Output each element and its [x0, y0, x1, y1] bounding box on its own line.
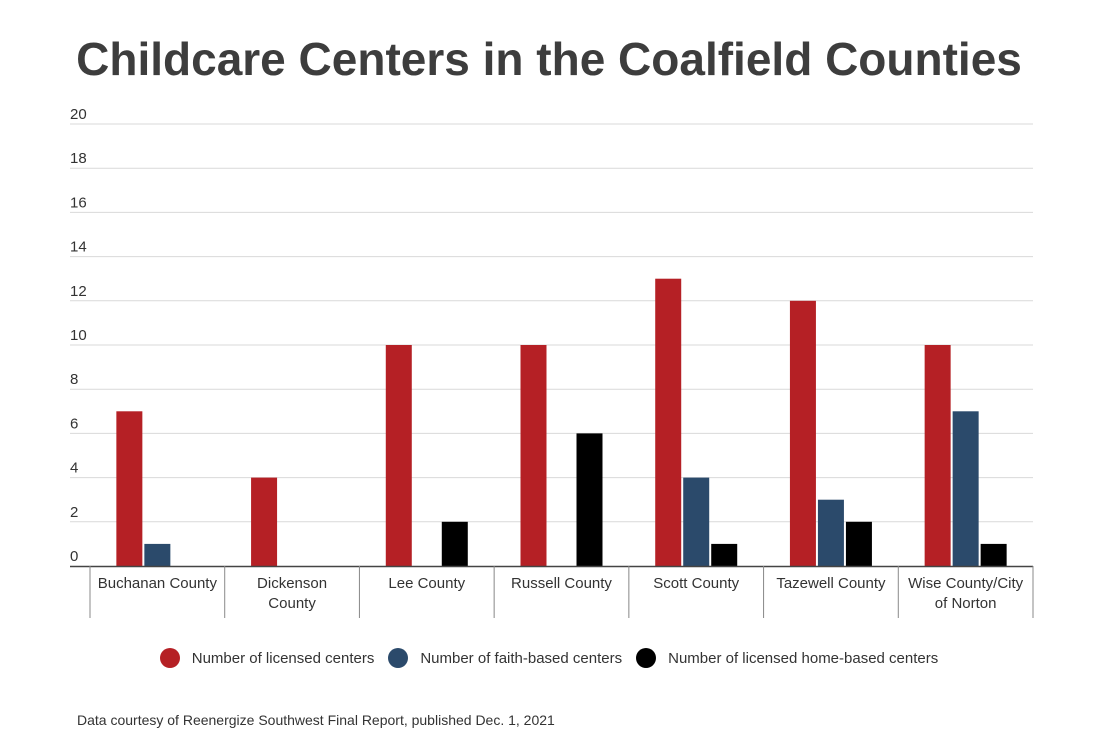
legend-label: Number of licensed centers — [191, 649, 375, 667]
y-tick-label: 18 — [70, 150, 87, 167]
source-note: Data courtesy of Reenergize Southwest Fi… — [77, 712, 555, 728]
gridlines — [70, 123, 1033, 523]
x-axis: Buchanan County Dickenson County Lee County… — [70, 565, 1034, 618]
x-category-label: Dickenson County — [257, 575, 327, 612]
x-category-label: Tazewell County — [776, 575, 886, 592]
legend-swatch — [388, 648, 409, 668]
legend-item: Number of faith-based centers — [388, 648, 622, 668]
y-tick-label: 0 — [70, 548, 78, 565]
bar — [520, 345, 547, 566]
bar — [980, 543, 1007, 566]
bar — [952, 411, 979, 566]
legend: Number of licensed centers Number of fait… — [0, 648, 1098, 668]
bar — [655, 278, 682, 566]
bar — [116, 411, 143, 566]
legend-label: Number of faith-based centers — [420, 649, 623, 667]
legend-item: Number of licensed home-based centers — [636, 648, 938, 668]
y-tick-label: 20 — [70, 106, 87, 123]
bar — [711, 543, 738, 566]
y-tick-label: 10 — [70, 327, 87, 344]
bar — [576, 433, 603, 566]
y-tick-label: 14 — [70, 239, 87, 256]
bar — [251, 477, 278, 566]
bar — [924, 345, 951, 566]
y-axis-ticks: 0 2 4 6 8 10 12 14 16 18 20 — [70, 106, 87, 565]
bar — [385, 345, 412, 566]
legend-swatch — [159, 648, 180, 668]
legend-swatch — [636, 648, 657, 668]
y-tick-label: 16 — [70, 194, 87, 211]
legend-item: Number of licensed centers — [159, 648, 375, 668]
legend-label: Number of licensed home-based centers — [668, 649, 939, 667]
chart-title: Childcare Centers in the Coalfield Count… — [76, 33, 1022, 85]
y-tick-label: 4 — [70, 460, 78, 477]
bar — [845, 521, 872, 566]
x-category-label: Lee County — [388, 575, 465, 592]
bars — [116, 278, 1007, 566]
bar — [441, 521, 468, 566]
bar — [789, 300, 816, 566]
bar — [144, 543, 171, 566]
x-category-label: Wise County/City of Norton — [908, 575, 1024, 612]
x-category-label: Russell County — [511, 575, 612, 592]
bar — [683, 477, 710, 566]
y-tick-label: 12 — [70, 283, 87, 300]
y-tick-label: 2 — [70, 504, 78, 521]
x-category-label: Scott County — [653, 575, 739, 592]
x-category-label: Buchanan County — [98, 575, 218, 592]
y-tick-label: 8 — [70, 371, 78, 388]
y-tick-label: 6 — [70, 415, 78, 432]
bar — [817, 499, 844, 566]
